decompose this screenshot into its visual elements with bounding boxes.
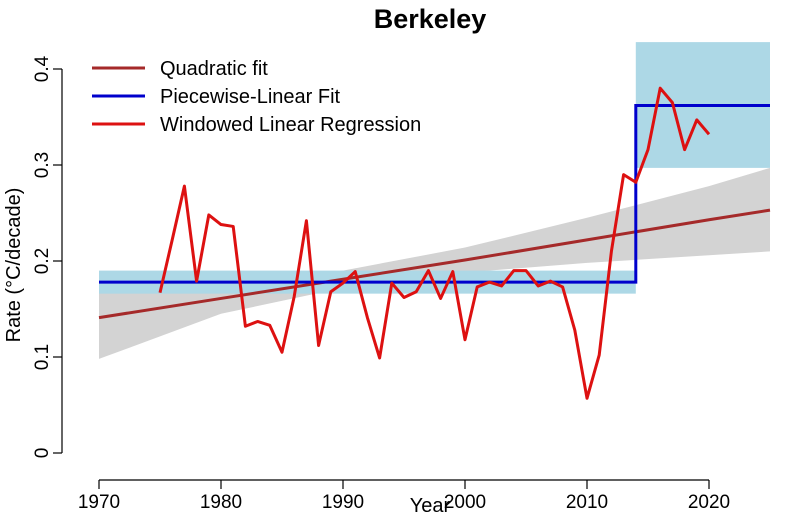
x-axis-label: Year (410, 495, 451, 517)
y-tick-label: 0.3 (32, 152, 53, 178)
x-tick-label: 1990 (322, 492, 364, 513)
chart-title: Berkeley (374, 4, 487, 34)
x-tick-label: 2010 (566, 492, 608, 513)
y-tick-label: 0.4 (32, 55, 53, 82)
y-axis-label: Rate (°C/decade) (3, 188, 25, 343)
x-tick-label: 1980 (200, 492, 242, 513)
x-tick-label: 1970 (78, 492, 120, 513)
y-tick-label: 0 (32, 448, 53, 459)
legend-label-piecewise: Piecewise-Linear Fit (160, 86, 341, 108)
x-tick-label: 2020 (688, 492, 730, 513)
y-tick-label: 0.1 (32, 344, 53, 370)
legend-label-quadratic: Quadratic fit (160, 58, 268, 80)
legend: Quadratic fit Piecewise-Linear Fit Windo… (92, 58, 421, 136)
legend-label-windowed: Windowed Linear Regression (160, 114, 421, 136)
y-tick-label: 0.2 (32, 248, 53, 274)
